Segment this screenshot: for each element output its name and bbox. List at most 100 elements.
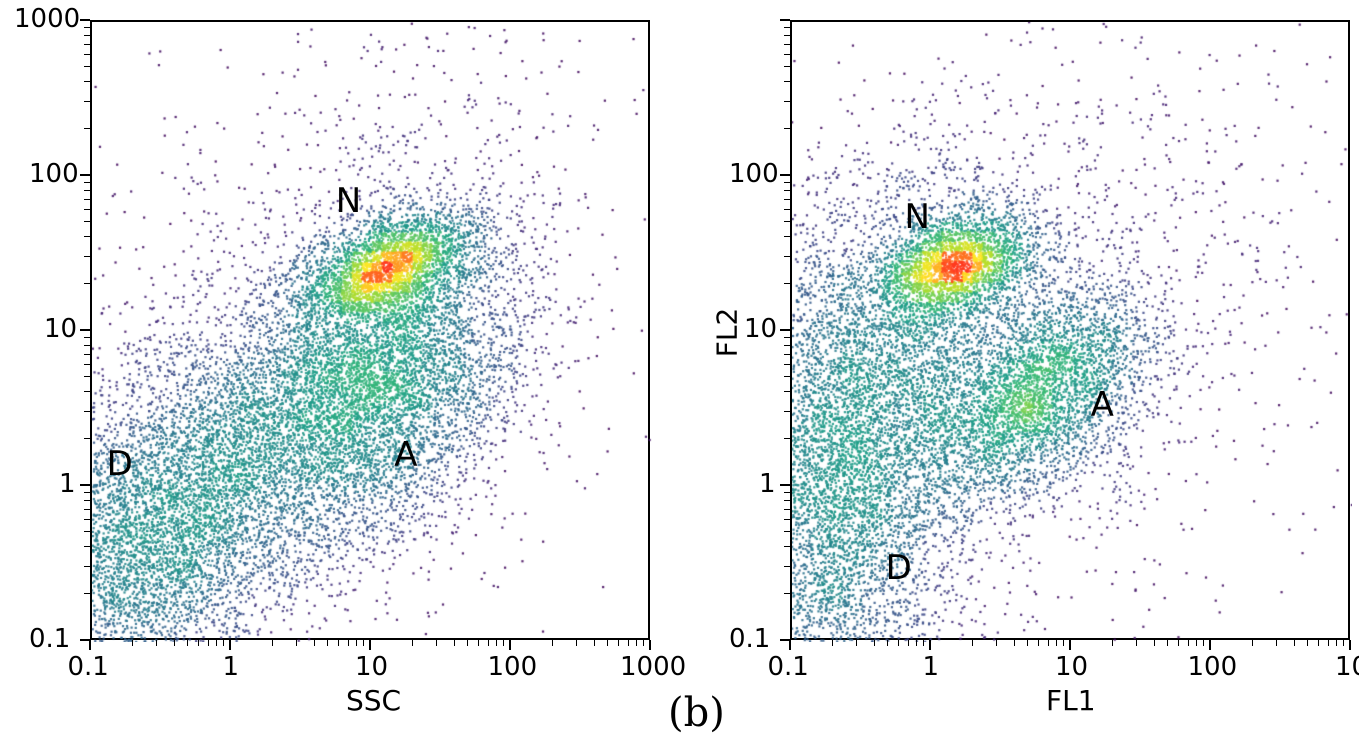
x-axis-label: FL1 xyxy=(1046,684,1096,717)
scatter-canvas xyxy=(92,22,652,642)
y-minor-tick xyxy=(784,354,790,355)
y-minor-tick xyxy=(84,35,90,36)
y-minor-tick xyxy=(84,283,90,284)
x-minor-tick xyxy=(478,640,479,646)
y-minor-tick xyxy=(784,81,790,82)
x-minor-tick xyxy=(348,640,349,646)
x-minor-tick xyxy=(503,640,504,646)
x-minor-tick xyxy=(296,640,297,646)
x-minor-tick xyxy=(887,640,888,646)
y-minor-tick xyxy=(784,66,790,67)
scatter-canvas xyxy=(792,22,1352,642)
x-minor-tick xyxy=(856,640,857,646)
y-minor-tick xyxy=(84,101,90,102)
y-tick xyxy=(80,639,90,641)
x-tick xyxy=(229,640,231,650)
x-tick xyxy=(89,640,91,650)
y-minor-tick xyxy=(84,236,90,237)
x-minor-tick xyxy=(327,640,328,646)
y-minor-tick xyxy=(84,492,90,493)
x-tick xyxy=(1209,640,1211,650)
y-minor-tick xyxy=(84,337,90,338)
y-tick-label: 10 xyxy=(744,314,777,344)
y-minor-tick xyxy=(784,182,790,183)
x-minor-tick xyxy=(1154,640,1155,646)
y-minor-tick xyxy=(84,376,90,377)
x-tick-label: 100 xyxy=(1188,652,1238,682)
y-tick xyxy=(780,639,790,641)
x-tick xyxy=(649,640,651,650)
y-minor-tick xyxy=(84,54,90,55)
y-minor-tick xyxy=(84,345,90,346)
y-minor-tick xyxy=(84,531,90,532)
x-tick-label: 10 xyxy=(355,652,388,682)
y-minor-tick xyxy=(784,492,790,493)
x-tick-label: 10 xyxy=(1055,652,1088,682)
x-minor-tick xyxy=(607,640,608,646)
y-minor-tick xyxy=(784,236,790,237)
x-tick-label: 100 xyxy=(488,652,538,682)
y-minor-tick xyxy=(784,500,790,501)
x-minor-tick xyxy=(356,640,357,646)
x-tick xyxy=(509,640,511,650)
y-tick-label: 1 xyxy=(759,469,776,499)
panel-left: DAN0.11101001000SSC0.11101001000 xyxy=(90,20,650,640)
y-axis-label: FL2 xyxy=(710,308,743,358)
x-minor-tick xyxy=(832,640,833,646)
x-minor-tick xyxy=(643,640,644,646)
x-minor-tick xyxy=(1167,640,1168,646)
y-minor-tick xyxy=(784,546,790,547)
x-tick-label: 0.1 xyxy=(68,652,109,682)
y-minor-tick xyxy=(784,27,790,28)
x-minor-tick xyxy=(618,640,619,646)
x-minor-tick xyxy=(1294,640,1295,646)
y-minor-tick xyxy=(784,44,790,45)
y-tick xyxy=(780,329,790,331)
x-tick-label: 1 xyxy=(923,652,940,682)
x-minor-tick xyxy=(412,640,413,646)
x-minor-tick xyxy=(1112,640,1113,646)
x-minor-tick xyxy=(874,640,875,646)
y-tick xyxy=(80,484,90,486)
x-minor-tick xyxy=(1203,640,1204,646)
y-minor-tick xyxy=(784,438,790,439)
y-minor-tick xyxy=(84,411,90,412)
y-minor-tick xyxy=(84,354,90,355)
y-minor-tick xyxy=(84,546,90,547)
y-minor-tick xyxy=(84,44,90,45)
y-tick xyxy=(780,19,790,21)
y-minor-tick xyxy=(84,519,90,520)
x-tick xyxy=(1349,640,1351,650)
x-minor-tick xyxy=(1014,640,1015,646)
y-minor-tick xyxy=(784,364,790,365)
x-minor-tick xyxy=(174,640,175,646)
x-minor-tick xyxy=(1027,640,1028,646)
cluster-label-A: A xyxy=(394,435,417,475)
cluster-label-D: D xyxy=(886,548,912,588)
x-tick xyxy=(929,640,931,650)
y-minor-tick xyxy=(84,391,90,392)
x-minor-tick xyxy=(594,640,595,646)
y-minor-tick xyxy=(84,566,90,567)
x-minor-tick xyxy=(338,640,339,646)
y-tick-label: 1000 xyxy=(14,4,80,34)
y-minor-tick xyxy=(784,519,790,520)
y-tick-label: 100 xyxy=(729,159,779,189)
y-minor-tick xyxy=(784,345,790,346)
y-minor-tick xyxy=(84,500,90,501)
y-minor-tick xyxy=(784,35,790,36)
y-tick-label: 10 xyxy=(44,314,77,344)
axes: DAN xyxy=(790,20,1350,640)
y-minor-tick xyxy=(84,66,90,67)
x-minor-tick xyxy=(1038,640,1039,646)
x-minor-tick xyxy=(1343,640,1344,646)
y-minor-tick xyxy=(784,209,790,210)
x-minor-tick xyxy=(216,640,217,646)
x-minor-tick xyxy=(454,640,455,646)
y-minor-tick xyxy=(84,364,90,365)
x-minor-tick xyxy=(1063,640,1064,646)
x-minor-tick xyxy=(496,640,497,646)
axes: DAN xyxy=(90,20,650,640)
y-minor-tick xyxy=(84,182,90,183)
cluster-label-D: D xyxy=(107,444,133,484)
